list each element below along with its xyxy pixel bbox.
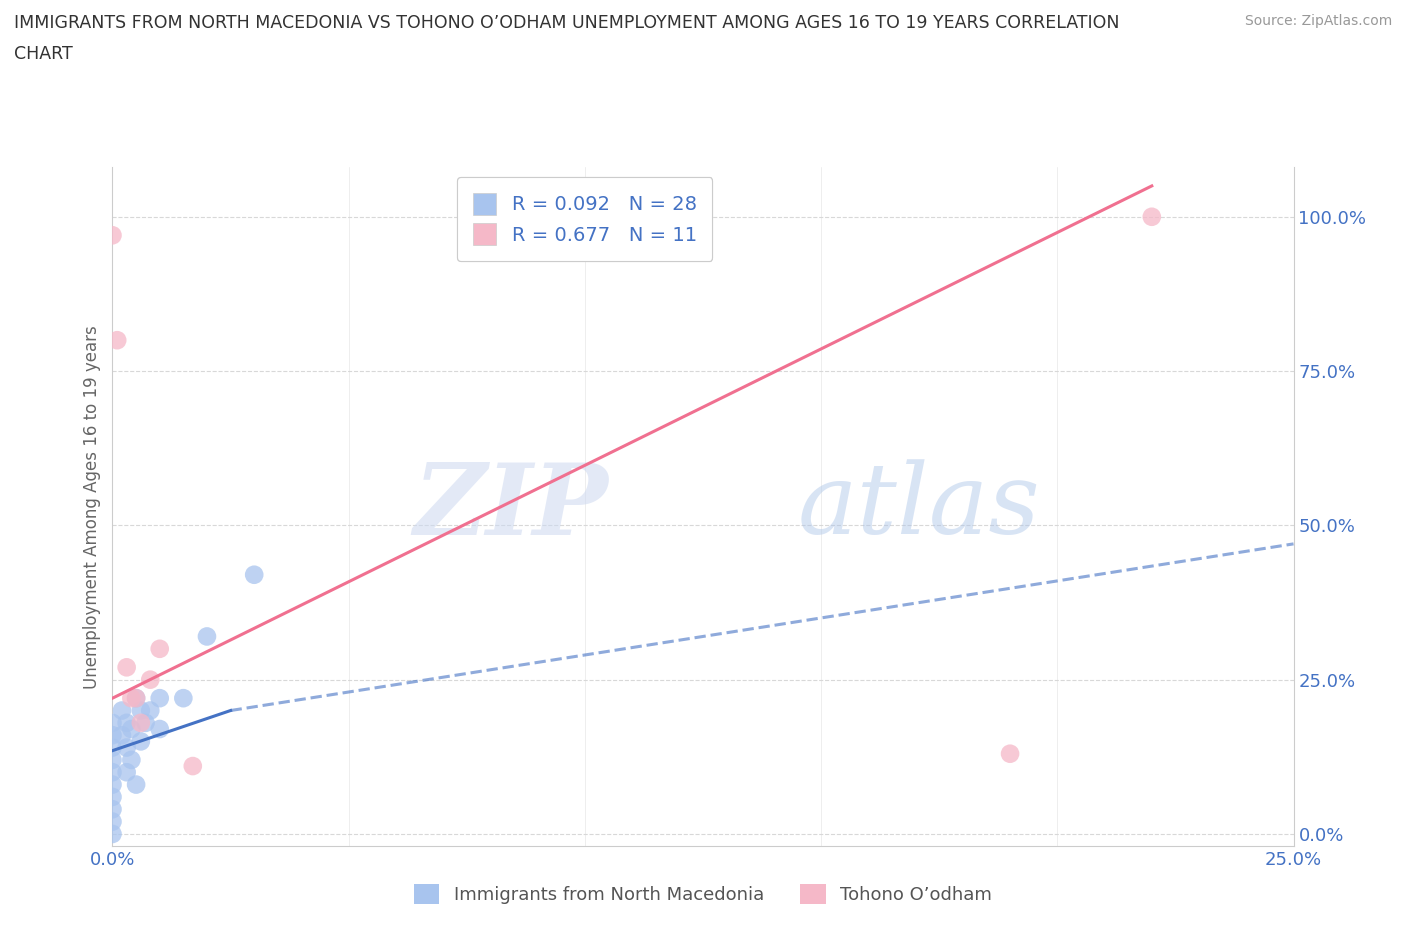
Point [101, 728, 124, 743]
Point [125, 691, 148, 706]
Text: Source: ZipAtlas.com: Source: ZipAtlas.com [1244, 14, 1392, 28]
Point [129, 715, 152, 730]
Y-axis label: Unemployment Among Ages 16 to 19 years: Unemployment Among Ages 16 to 19 years [83, 325, 101, 689]
Point [243, 567, 266, 582]
Point [101, 715, 124, 730]
Point [129, 703, 152, 718]
Point [195, 629, 218, 644]
Point [998, 746, 1021, 761]
Point [149, 642, 172, 657]
Point [101, 752, 124, 767]
Point [139, 672, 162, 687]
Point [149, 722, 172, 737]
Point [101, 740, 124, 755]
Point [1140, 209, 1163, 224]
Legend: R = 0.092   N = 28, R = 0.677   N = 11: R = 0.092 N = 28, R = 0.677 N = 11 [457, 177, 713, 261]
Point [115, 715, 138, 730]
Point [101, 802, 124, 817]
Point [120, 722, 142, 737]
Point [115, 660, 138, 675]
Legend: Immigrants from North Macedonia, Tohono O’odham: Immigrants from North Macedonia, Tohono … [406, 876, 1000, 911]
Point [125, 777, 148, 792]
Point [115, 740, 138, 755]
Point [135, 715, 157, 730]
Point [105, 333, 128, 348]
Point [181, 759, 204, 774]
Point [139, 703, 162, 718]
Point [129, 734, 152, 749]
Point [101, 827, 124, 842]
Point [172, 691, 194, 706]
Text: atlas: atlas [797, 459, 1040, 554]
Point [120, 752, 142, 767]
Point [101, 764, 124, 779]
Point [115, 764, 138, 779]
Point [120, 691, 142, 706]
Point [111, 728, 134, 743]
Point [111, 703, 134, 718]
Point [101, 228, 124, 243]
Text: ZIP: ZIP [413, 458, 609, 555]
Text: IMMIGRANTS FROM NORTH MACEDONIA VS TOHONO O’ODHAM UNEMPLOYMENT AMONG AGES 16 TO : IMMIGRANTS FROM NORTH MACEDONIA VS TOHON… [14, 14, 1119, 32]
Point [101, 814, 124, 829]
Point [101, 790, 124, 804]
Text: CHART: CHART [14, 45, 73, 62]
Point [125, 691, 148, 706]
Point [101, 777, 124, 792]
Point [149, 691, 172, 706]
